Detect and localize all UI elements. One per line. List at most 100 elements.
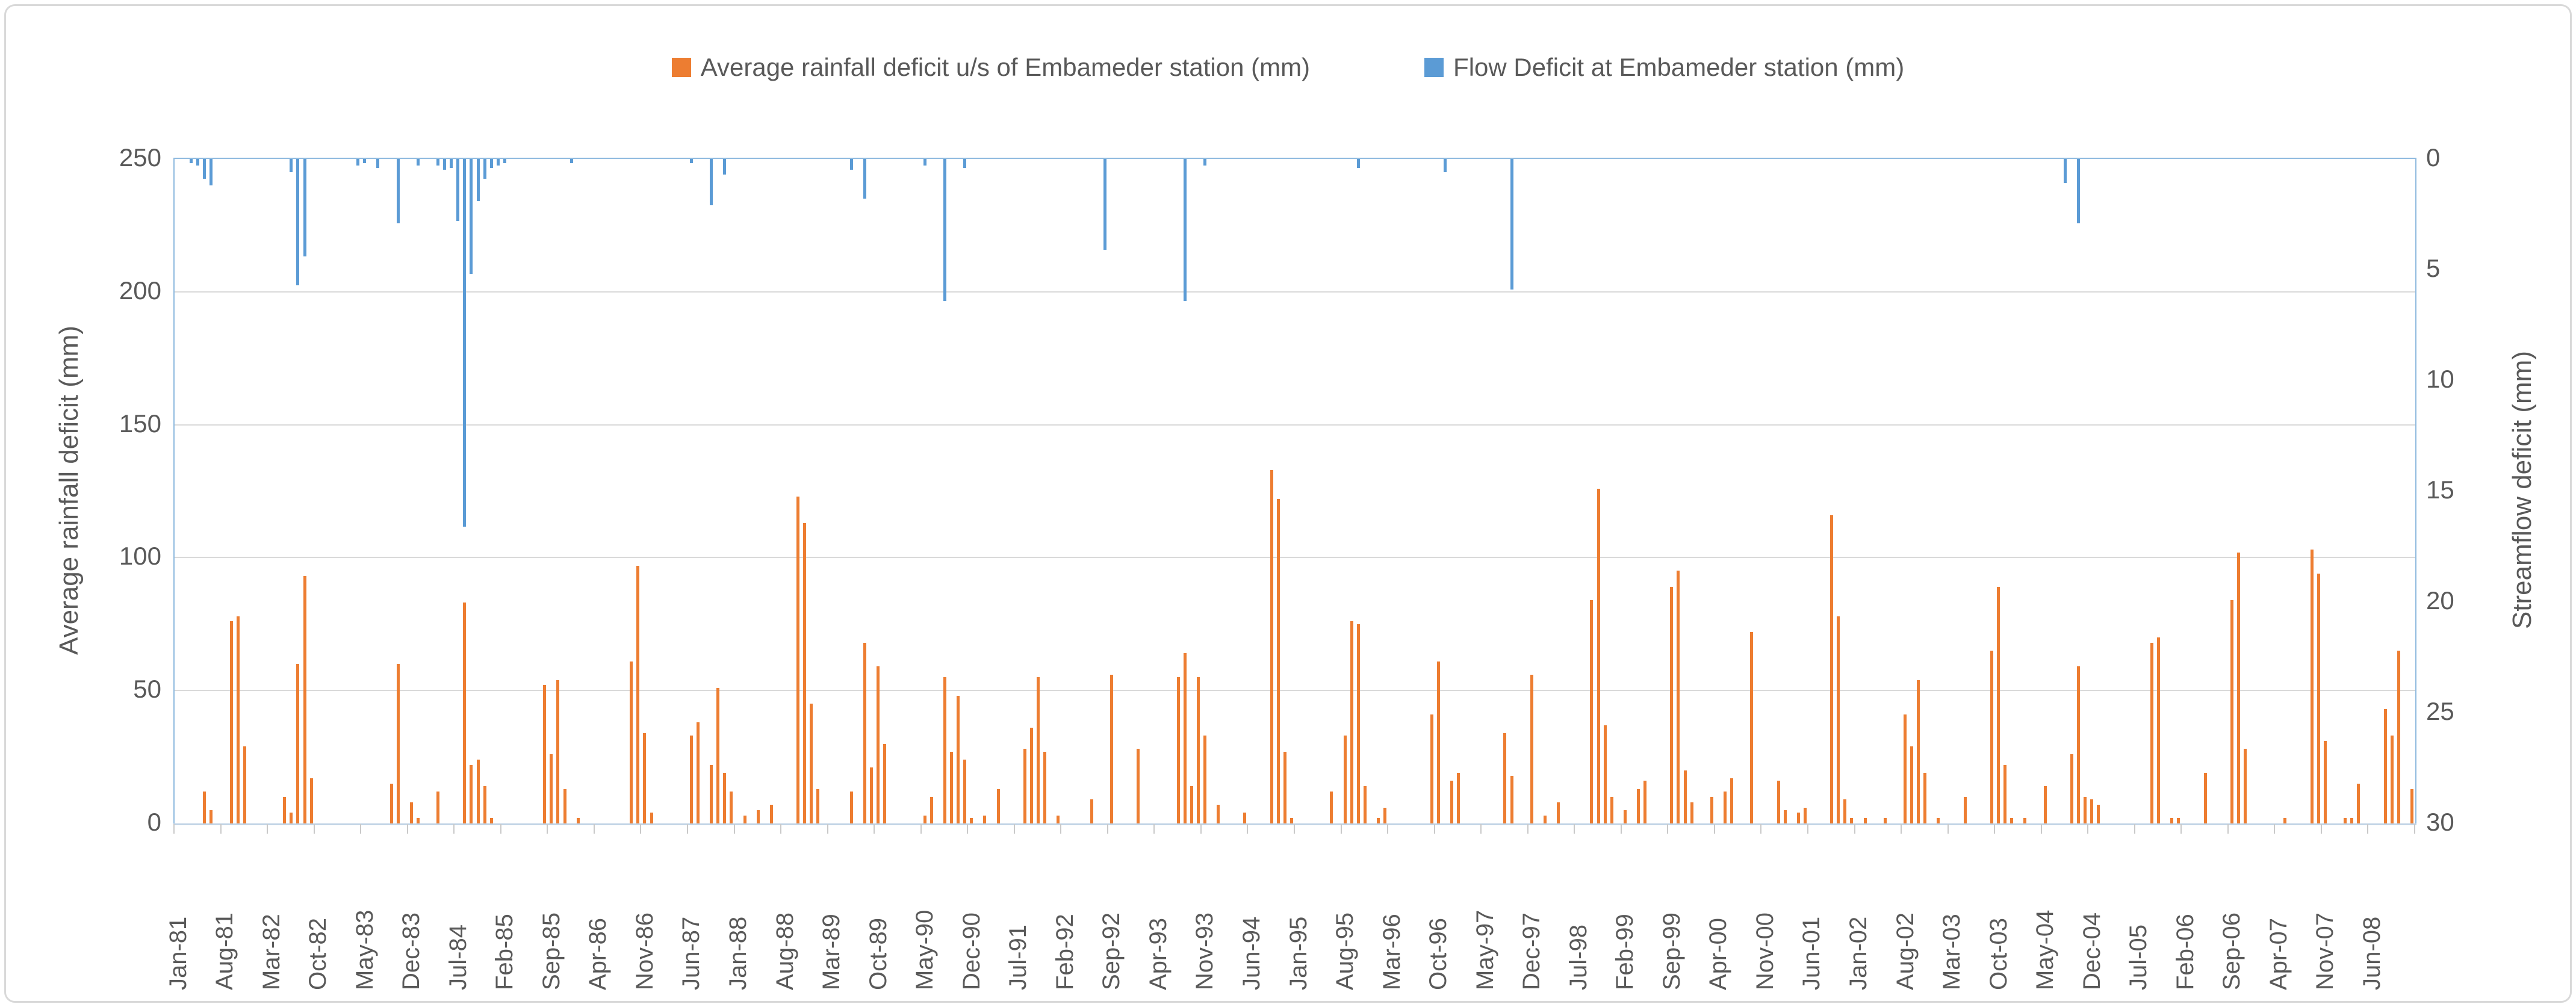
rain-bar [2383, 709, 2387, 823]
x-axis-tick-label: Nov-00 [1751, 912, 1778, 990]
flow-bar [2063, 159, 2067, 184]
rain-bar [2170, 818, 2174, 823]
x-axis-tick [1340, 824, 1342, 834]
rain-bar [2344, 818, 2347, 823]
x-axis-tick [874, 824, 875, 834]
rain-bar [1383, 807, 1387, 823]
flow-bar [356, 159, 360, 166]
x-axis-tick-label: Jul-05 [2125, 925, 2152, 990]
flow-bar [376, 159, 380, 168]
x-axis-tick-label: Oct-82 [305, 917, 332, 990]
x-axis-tick [1247, 824, 1249, 834]
x-axis-tick [2040, 824, 2042, 834]
rain-bar [1883, 818, 1887, 823]
rain-bar [2410, 789, 2413, 823]
rain-bar [1623, 810, 1627, 823]
rain-bar [1356, 624, 1360, 823]
rain-bar [1543, 815, 1547, 823]
rain-bar [796, 496, 800, 823]
rain-bar [1910, 746, 1914, 823]
x-axis-tick-label: Jan-02 [1845, 916, 1872, 990]
rain-bar [2323, 741, 2327, 823]
rain-bar [290, 813, 293, 823]
rain-bar [1777, 781, 1780, 823]
flow-bar [209, 159, 213, 186]
x-axis-tick [2414, 824, 2415, 834]
rain-bar [1863, 818, 1867, 823]
flow-bar [1103, 159, 1106, 250]
x-axis-tick-label: Jan-88 [725, 916, 752, 990]
rain-bar [803, 523, 807, 823]
legend-item-rainfall-deficit: Average rainfall deficit u/s of Embamede… [671, 53, 1310, 82]
rain-bar [816, 789, 820, 823]
flow-bar [290, 159, 293, 173]
rain-bar [877, 666, 880, 823]
x-axis-tick [547, 824, 548, 834]
x-axis-tick [2087, 824, 2089, 834]
x-axis-tick [1153, 824, 1155, 834]
x-axis-tick [453, 824, 455, 834]
rain-bar [1837, 616, 1840, 823]
rain-bar [2070, 754, 2073, 823]
rain-bar [2357, 783, 2360, 823]
rain-bar [1243, 813, 1247, 823]
x-axis-tick [967, 824, 969, 834]
rain-bar [1196, 677, 1200, 823]
rain-bar [1330, 792, 1333, 823]
rain-bar [470, 764, 473, 823]
right-axis-tick-label: 0 [2426, 143, 2441, 172]
flow-bar [436, 159, 440, 166]
x-axis-tick-label: Jun-08 [2358, 916, 2385, 990]
x-axis-tick-label: Jun-87 [678, 916, 705, 990]
x-axis-tick [2227, 824, 2229, 834]
flow-bar [1510, 159, 1513, 290]
rain-bar [636, 565, 640, 823]
rain-bar [1137, 749, 1140, 823]
right-axis-title: Streamflow deficit (mm) [2507, 350, 2537, 630]
x-axis-tick [1994, 824, 1996, 834]
gridline [175, 690, 2415, 692]
rain-bar [1290, 818, 1293, 823]
rain-bar [1803, 807, 1807, 823]
x-axis-tick [406, 824, 408, 834]
rain-bar [883, 743, 887, 823]
x-axis-tick [2180, 824, 2182, 834]
rain-bar [1270, 469, 1273, 823]
rain-bar [543, 685, 547, 823]
x-axis-tick [686, 824, 688, 834]
x-axis-tick [1574, 824, 1575, 834]
legend-label-flow: Flow Deficit at Embameder station (mm) [1453, 53, 1905, 81]
x-axis-tick [1106, 824, 1108, 834]
rain-bar [2090, 799, 2094, 823]
flow-bar [1183, 159, 1187, 301]
rain-bar [689, 736, 693, 823]
rain-bar [1796, 813, 1800, 823]
rain-bar [1677, 571, 1680, 823]
rain-bar [2003, 764, 2007, 823]
rain-bar [1090, 799, 1093, 823]
rain-bar [1723, 792, 1727, 823]
rain-bar [2097, 805, 2100, 823]
rain-bar [1636, 789, 1640, 823]
x-axis-tick [593, 824, 595, 834]
rain-bar [1963, 796, 1967, 823]
rain-bar [203, 792, 206, 823]
rain-bar [2043, 786, 2047, 823]
x-axis-tick [1527, 824, 1529, 834]
x-axis-tick-label: May-97 [1471, 909, 1498, 990]
flow-bar [463, 159, 467, 527]
rain-bar [1450, 781, 1453, 823]
rain-bar [1670, 586, 1674, 823]
rain-bar [756, 810, 760, 823]
x-axis-tick-label: Jul-84 [444, 925, 471, 990]
x-axis-tick-label: Jul-98 [1565, 925, 1592, 990]
x-axis-tick-label: Aug-95 [1332, 912, 1359, 990]
rain-bar [436, 792, 440, 823]
x-axis-tick [780, 824, 782, 834]
rain-bar [396, 664, 400, 823]
rain-bar [2230, 600, 2233, 823]
x-axis-tick [1760, 824, 1762, 834]
flow-bar [303, 159, 306, 256]
x-axis-tick-label: Feb-99 [1612, 914, 1639, 990]
x-axis-tick-label: May-04 [2032, 909, 2059, 990]
